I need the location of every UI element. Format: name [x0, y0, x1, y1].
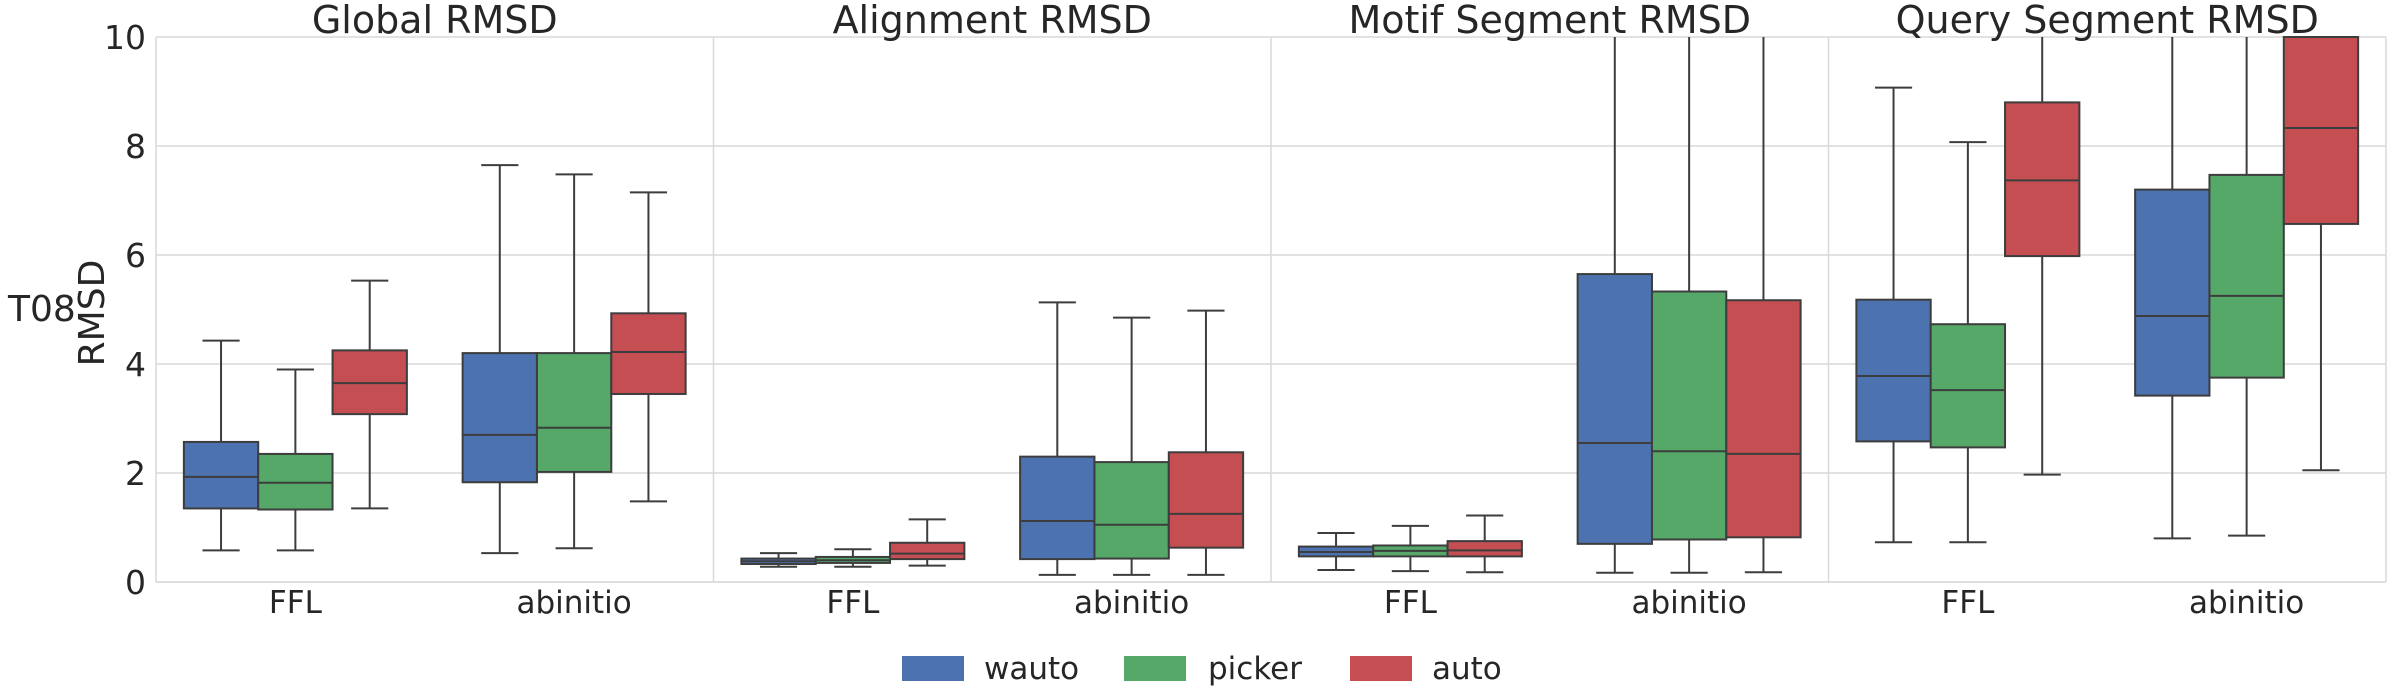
panel-3: Motif Segment RMSD FFL abinitio	[1270, 0, 1802, 621]
box-body	[535, 352, 613, 473]
panel-2: Alignment RMSD FFL abinitio	[712, 0, 1245, 621]
box-picker-FFL	[1929, 141, 2007, 544]
legend-swatch	[1124, 656, 1186, 681]
box-picker-abinitio	[2208, 37, 2285, 537]
y-tick-label: 0	[125, 563, 146, 602]
box-body	[1725, 299, 1802, 539]
legend-item-wauto: wauto	[902, 651, 1079, 687]
x-tick-label: FFL	[269, 585, 323, 621]
box-body	[257, 452, 334, 511]
y-tick-labels: 0 2 4 6 8 10	[104, 18, 146, 602]
box-body	[2208, 173, 2285, 379]
box-body	[182, 440, 260, 510]
x-tick-label: abinitio	[2189, 585, 2304, 621]
box-auto-abinitio	[1725, 37, 1802, 574]
box-auto-abinitio	[610, 191, 687, 503]
box-body	[889, 541, 966, 561]
box-auto-abinitio	[2282, 36, 2360, 472]
box-auto-abinitio	[1167, 309, 1245, 576]
panel-title: Motif Segment RMSD	[1348, 0, 1751, 42]
box-wauto-abinitio	[1019, 301, 1096, 576]
legend-swatch	[1350, 656, 1412, 681]
box-auto-FFL	[331, 279, 408, 510]
box-body	[1650, 290, 1728, 541]
box-body	[1167, 451, 1245, 549]
x-tick-label: abinitio	[516, 585, 631, 621]
x-tick-label: abinitio	[1631, 585, 1746, 621]
panel-1: Global RMSD FFL abinitio	[155, 0, 687, 621]
x-tick-label: FFL	[1384, 585, 1438, 621]
box-wauto-abinitio	[2134, 37, 2211, 540]
box-wauto-FFL	[1297, 531, 1375, 572]
box-wauto-FFL	[740, 552, 817, 568]
x-tick-label: abinitio	[1074, 585, 1189, 621]
box-wauto-abinitio	[461, 164, 538, 555]
box-picker-abinitio	[1650, 37, 1728, 574]
legend: wauto picker auto	[902, 651, 1502, 687]
legend-label: auto	[1432, 651, 1502, 687]
box-wauto-abinitio	[1576, 37, 1653, 574]
panel-title: Global RMSD	[312, 0, 558, 42]
box-picker-FFL	[814, 548, 892, 568]
box-body	[1929, 323, 2007, 449]
box-body	[1093, 461, 1170, 560]
box-picker-abinitio	[1093, 316, 1170, 576]
legend-swatch	[902, 656, 964, 681]
box-body	[610, 312, 687, 395]
box-body	[2134, 188, 2211, 397]
y-tick-label: 6	[125, 236, 146, 275]
box-body	[1576, 273, 1653, 545]
box-auto-FFL	[889, 518, 966, 567]
legend-item-auto: auto	[1350, 651, 1502, 687]
box-auto-FFL	[1446, 514, 1523, 574]
box-body	[461, 352, 538, 484]
panel-title: Query Segment RMSD	[1896, 0, 2319, 42]
legend-label: picker	[1208, 651, 1302, 687]
box-body	[1446, 540, 1523, 558]
y-tick-label: 10	[104, 18, 146, 57]
x-tick-label: FFL	[1941, 585, 1995, 621]
box-picker-FFL	[1372, 524, 1449, 573]
box-body	[1019, 455, 1096, 561]
legend-label: wauto	[984, 651, 1079, 687]
panel-4: Query Segment RMSD FFL abinitio	[1827, 0, 2387, 621]
box-wauto-FFL	[182, 339, 260, 552]
box-body	[2282, 36, 2360, 225]
box-picker-FFL	[257, 368, 334, 552]
legend-item-picker: picker	[1124, 651, 1302, 687]
y-tick-label: 8	[125, 127, 146, 166]
panel-title: Alignment RMSD	[833, 0, 1152, 42]
box-body	[1855, 298, 1932, 443]
y-tick-label: 2	[125, 454, 146, 493]
row-label: T08	[7, 289, 76, 330]
box-body	[2004, 101, 2081, 258]
x-tick-label: FFL	[826, 585, 880, 621]
y-tick-label: 4	[125, 345, 146, 384]
box-wauto-FFL	[1855, 86, 1932, 544]
box-picker-abinitio	[535, 173, 613, 550]
y-axis-label: RMSD	[72, 260, 113, 367]
box-auto-FFL	[2004, 37, 2081, 476]
